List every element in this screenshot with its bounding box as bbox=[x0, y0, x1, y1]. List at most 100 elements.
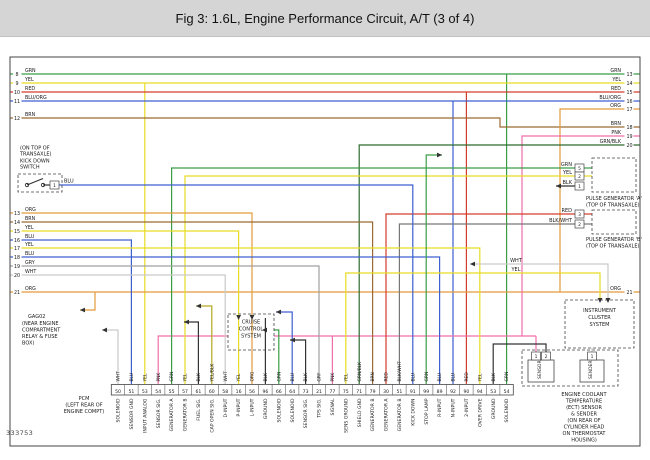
pcm-pin-wire-color: BLU bbox=[437, 373, 443, 381]
pcm-pin-function: TPS SIG. bbox=[317, 399, 323, 419]
pcm-pin-number: 55 bbox=[169, 389, 175, 395]
pin-number-bg bbox=[624, 70, 634, 78]
pcm-pin-number: 53 bbox=[490, 389, 496, 395]
pcm-pin-function: CAP OPEN SIG. bbox=[209, 399, 215, 433]
flow-arrow bbox=[290, 337, 295, 343]
diagram-text: RED bbox=[562, 208, 573, 214]
flow-arrow bbox=[437, 152, 442, 158]
pulse-generator-b-box bbox=[591, 209, 637, 235]
diagram-text: PULSE GENERATOR 'A' bbox=[586, 196, 642, 202]
wire-BLU bbox=[10, 256, 441, 384]
edge-wire-color: YEL bbox=[24, 77, 34, 83]
pcm-pin-number: 21 bbox=[316, 389, 322, 395]
pcm-pin-function: N-INPUT bbox=[451, 398, 457, 417]
pcm-pin-number: 90 bbox=[463, 389, 469, 395]
pcm-pin-function: P-INPUT bbox=[236, 398, 242, 416]
pcm-pin-wire-color: GRN bbox=[504, 372, 510, 382]
pcm-pin-number: 54 bbox=[504, 389, 510, 395]
pin-number-bg bbox=[13, 114, 22, 122]
diagram-text: COMPARTMENT bbox=[22, 328, 61, 334]
pin-number-box bbox=[574, 171, 585, 181]
pcm-pin-number: 51 bbox=[396, 389, 402, 395]
edge-wire-color: YEL bbox=[24, 242, 34, 248]
wire-PNK bbox=[521, 135, 640, 336]
flow-arrow bbox=[249, 315, 255, 320]
pcm-pin-wire-color: BRN bbox=[370, 372, 376, 381]
pin-number-bg bbox=[13, 244, 22, 252]
pcm-pin-wire-color: BLU bbox=[451, 373, 457, 381]
pin-number-bg bbox=[13, 79, 22, 87]
diagram-text: RELAY & FUSE bbox=[22, 334, 58, 340]
edge-pin-number: 19 bbox=[626, 134, 632, 140]
diagram-text: PULSE GENERATOR 'B' bbox=[586, 237, 642, 243]
edge-wire-color: YEL bbox=[24, 225, 34, 231]
pin-number: 5 bbox=[578, 166, 581, 172]
diagram-border bbox=[9, 56, 641, 447]
edge-pin-number: 11 bbox=[14, 99, 20, 105]
flow-arrow bbox=[470, 261, 475, 267]
diagram-text: TRANSAXLE) bbox=[19, 152, 52, 158]
wire-BRN bbox=[10, 117, 640, 128]
flow-arrow bbox=[196, 303, 201, 309]
edge-wire-color: BRN bbox=[25, 216, 36, 222]
edge-pin-number: 18 bbox=[14, 255, 20, 261]
diagram-text: ON THERMOSTAT bbox=[563, 431, 607, 437]
flow-arrow bbox=[605, 298, 611, 303]
wire-BRN bbox=[10, 221, 374, 384]
pin-number: 1 bbox=[591, 354, 594, 360]
pin-number-bg bbox=[624, 132, 634, 140]
ect-sensor-box bbox=[527, 359, 555, 383]
edge-wire-color: BLU/ORG bbox=[599, 95, 621, 101]
pcm-pin-wire-color: GRN bbox=[276, 372, 282, 382]
diagram-text: GAG02 bbox=[28, 314, 45, 320]
pcm-pin-number: 96 bbox=[262, 389, 268, 395]
edge-pin-number: 8 bbox=[15, 72, 18, 78]
pcm-pin-number: 79 bbox=[370, 389, 376, 395]
edge-wire-color: PNK bbox=[611, 130, 621, 136]
pcm-pin-wire-color: RED bbox=[384, 372, 390, 382]
pcm-pin-number: 92 bbox=[450, 389, 456, 395]
pcm-pin-wire-color: YEL bbox=[477, 373, 483, 382]
pin-number-bg bbox=[624, 123, 634, 131]
pcm-pin-wire-color: BLU bbox=[290, 373, 296, 381]
flow-arrow bbox=[276, 309, 281, 315]
diagram-text: KICK DOWN bbox=[20, 159, 50, 165]
wire-GRN bbox=[425, 154, 442, 384]
diagram-text: PCM bbox=[79, 396, 90, 402]
pin-number: 1 bbox=[53, 183, 56, 189]
wire-WHT bbox=[10, 274, 226, 384]
pcm-pin-function: SOLENOID bbox=[504, 398, 510, 422]
wire-BLK bbox=[26, 177, 44, 186]
pcm-pin-function: R-INPUT bbox=[437, 398, 443, 417]
wire-BLK bbox=[290, 339, 307, 384]
edge-wire-color: RED bbox=[611, 86, 621, 92]
pin-number-bg bbox=[13, 236, 22, 244]
pulse-generator-a-box bbox=[591, 157, 637, 193]
diagram-text: BLU bbox=[64, 179, 74, 185]
wire-YEL bbox=[10, 230, 240, 384]
pcm-pin-function: GENERATOR B bbox=[370, 399, 376, 432]
pin-number-bg bbox=[13, 218, 22, 226]
pcm-pin-wire-color: BLU bbox=[129, 373, 135, 381]
pcm-pin-number: 99 bbox=[423, 389, 429, 395]
pcm-pin-number: 58 bbox=[222, 389, 228, 395]
pcm-pin-number: 56 bbox=[249, 389, 255, 395]
pcm-pin-wire-color: PNK bbox=[156, 373, 162, 382]
edge-wire-color: GRN bbox=[610, 68, 621, 74]
pcm-pin-function: SOLENOID bbox=[116, 398, 122, 422]
pin-number-box bbox=[574, 209, 585, 219]
pcm-pin-number: 54 bbox=[155, 389, 161, 395]
edge-pin-number: 14 bbox=[14, 220, 20, 226]
pcm-pin-number: 61 bbox=[195, 389, 201, 395]
diagram-text: (LEFT REAR OF bbox=[65, 403, 102, 409]
pin-number-box bbox=[49, 180, 60, 190]
pcm-pin-number: 75 bbox=[343, 389, 349, 395]
wire-BLK bbox=[492, 343, 547, 384]
pcm-pin-function: SOLENOID bbox=[290, 398, 296, 422]
pin-number-bg bbox=[13, 262, 22, 270]
edge-wire-color: ORG bbox=[25, 207, 36, 213]
pcm-pin-function: GROUND bbox=[491, 398, 497, 419]
flow-arrow bbox=[184, 319, 189, 325]
